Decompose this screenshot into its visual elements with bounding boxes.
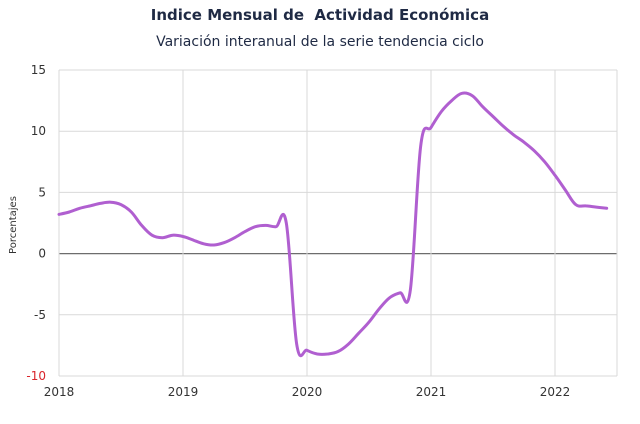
chart-subtitle: Variación interanual de la serie tendenc… <box>156 34 484 50</box>
x-tick-label: 2022 <box>540 385 571 399</box>
y-tick-label: 10 <box>31 124 46 138</box>
x-tick-label: 2021 <box>416 385 447 399</box>
series-line <box>57 91 609 358</box>
x-tick-label: 2019 <box>168 385 199 399</box>
chart-title: Indice Mensual de Actividad Económica <box>150 6 490 24</box>
y-tick-label: 5 <box>38 185 46 199</box>
y-axis-label: Porcentajes <box>8 196 19 254</box>
y-tick-label: 15 <box>31 63 46 77</box>
y-tick-label: -10 <box>26 369 46 383</box>
y-tick-label: 0 <box>38 247 46 261</box>
x-tick-label: 2020 <box>292 385 323 399</box>
x-tick-label: 2018 <box>44 385 75 399</box>
y-tick-label: -5 <box>34 308 46 322</box>
